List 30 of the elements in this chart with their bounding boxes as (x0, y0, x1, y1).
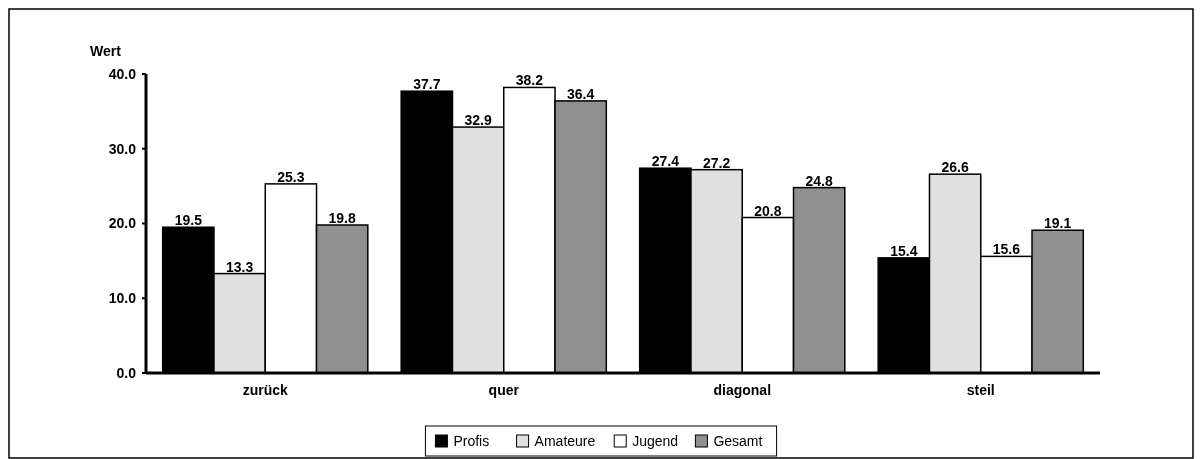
data-label: 32.9 (464, 112, 492, 129)
data-label: 24.8 (805, 172, 833, 189)
data-label: 19.5 (174, 212, 203, 229)
x-tick-label: zurück (242, 382, 289, 398)
legend-label: Amateure (534, 432, 596, 449)
legend-label: Jugend (632, 432, 679, 449)
y-axis-title: Wert (90, 43, 122, 59)
data-label: 13.3 (225, 258, 254, 275)
x-tick-label: diagonal (713, 382, 772, 398)
data-label: 38.2 (515, 72, 544, 89)
data-label: 19.8 (328, 209, 356, 226)
data-label: 37.7 (413, 76, 441, 93)
data-label: 27.4 (651, 153, 680, 170)
y-tick-label: 40.0 (108, 65, 137, 82)
data-label: 36.4 (567, 85, 595, 102)
data-label: 20.8 (754, 202, 782, 219)
data-label: 25.3 (277, 168, 305, 185)
x-tick-label: quer (488, 382, 520, 398)
data-label: 15.4 (890, 242, 918, 259)
data-label: 27.2 (702, 154, 731, 171)
data-label: 15.6 (992, 241, 1021, 258)
y-tick-label: 0.0 (116, 364, 137, 381)
data-label: 26.6 (941, 159, 969, 176)
legend-label: Gesamt (713, 432, 763, 449)
y-tick-label: 10.0 (108, 290, 137, 307)
legend-label: Profis (453, 432, 490, 449)
x-tick-label: steil (966, 382, 995, 398)
y-tick-label: 30.0 (108, 140, 137, 157)
y-tick-label: 20.0 (108, 215, 137, 232)
data-label: 19.1 (1044, 215, 1072, 232)
